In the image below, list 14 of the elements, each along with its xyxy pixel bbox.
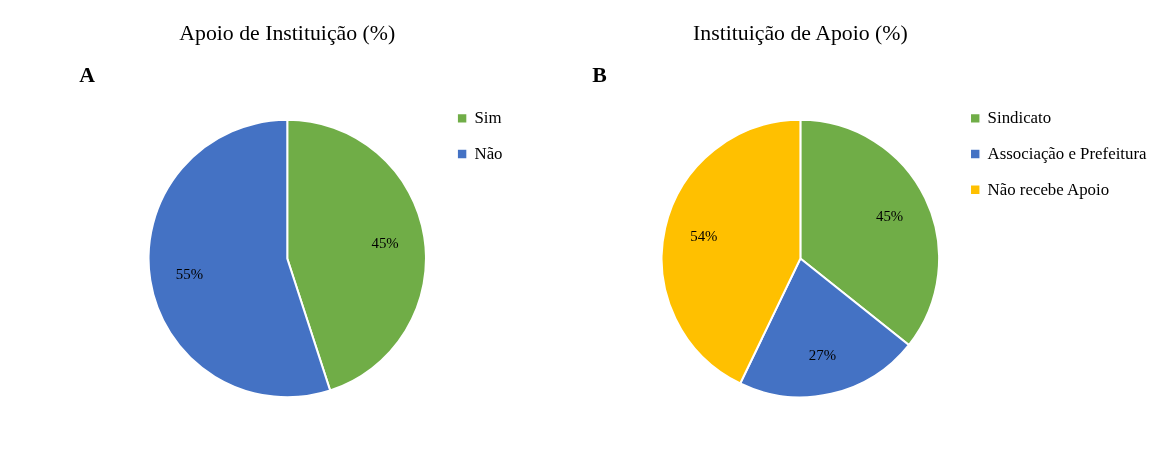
data-label: 54% xyxy=(690,228,718,245)
text: A xyxy=(79,63,96,88)
data-label: 45% xyxy=(876,207,904,224)
chart-title: Instituição de Apoio (%) xyxy=(693,20,908,45)
legend-label: Associação e Prefeitura xyxy=(987,143,1147,163)
chart-title: Apoio de Instituição (%) xyxy=(179,20,396,45)
legend-label: Não recebe Apoio xyxy=(987,179,1110,199)
data-label: 55% xyxy=(175,265,204,282)
legend-label: Sim xyxy=(474,108,502,128)
legend-label: Não xyxy=(474,143,503,163)
data-label: 45% xyxy=(371,234,399,251)
data-label: 27% xyxy=(808,347,837,364)
text: B xyxy=(592,63,607,88)
legend-label: Sindicato xyxy=(987,108,1052,128)
